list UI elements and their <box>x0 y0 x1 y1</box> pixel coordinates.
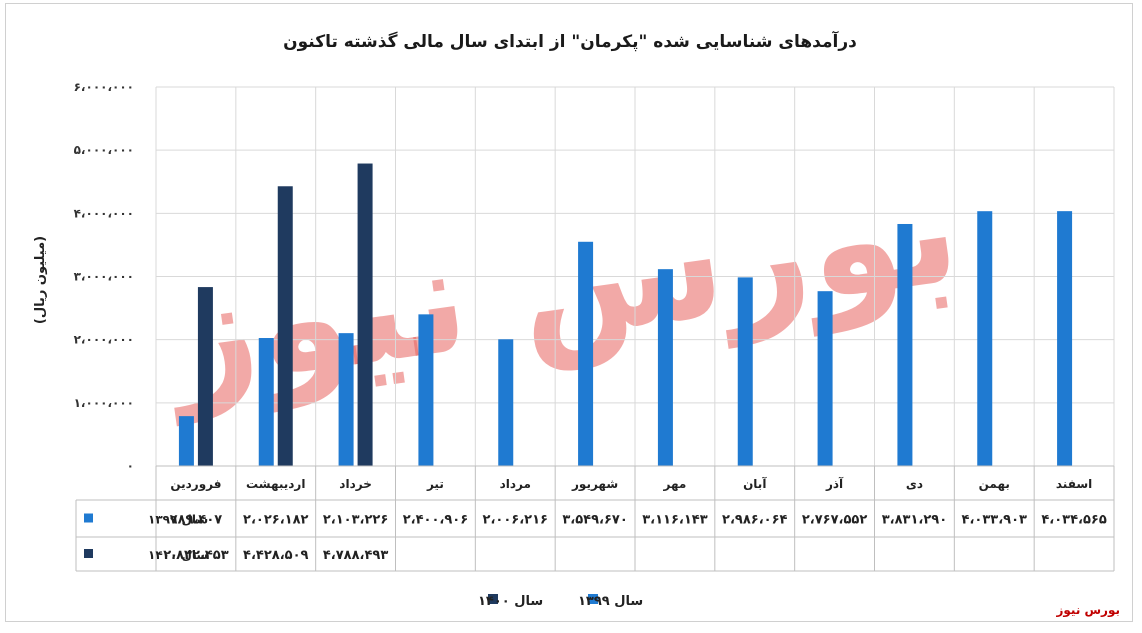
data-label: ۴،۰۳۴،۵۶۵ <box>1041 513 1106 528</box>
chart-frame: بورس نیوز درآمدهای شناسایی شده "پکرمان" … <box>5 3 1133 622</box>
bar-s1-7 <box>737 277 753 466</box>
bar-s1-5 <box>578 241 594 466</box>
data-table: فروردین اردیبهشت خرداد تیر مرداد شهریور مهر آبا… <box>75 465 1115 572</box>
bar-s1-3 <box>418 314 434 466</box>
x-tick-label: تیر <box>426 477 444 491</box>
bar-s2-0 <box>197 287 213 466</box>
y-axis-label: (میلیون ریال) <box>33 236 48 324</box>
x-tick-label: شهریور <box>571 477 618 492</box>
legend-key-2 <box>488 594 498 604</box>
y-tick-label: ۳،۰۰۰،۰۰۰ <box>74 270 134 284</box>
legend: سال ۱۳۹۹ سال ۱۴۰۰ <box>478 594 643 609</box>
data-label: ۲،۰۰۶،۲۱۶ <box>483 513 548 528</box>
gridlines <box>155 86 1115 467</box>
legend-entry: سال ۱۴۰۰ <box>478 594 543 609</box>
x-tick-label: اسفند <box>1056 477 1092 491</box>
y-tick-label: ۲،۰۰۰،۰۰۰ <box>74 333 134 347</box>
data-label: ۳،۸۳۱،۲۹۰ <box>882 513 947 528</box>
x-tick-label: دی <box>906 477 923 491</box>
x-tick-label: بهمن <box>979 477 1010 491</box>
y-tick-label: ۵،۰۰۰،۰۰۰ <box>74 143 134 157</box>
y-tick-label: ۰ <box>127 459 134 473</box>
data-label: ۲،۸۳۲،۴۵۳ <box>163 548 228 563</box>
table-series-key-1 <box>84 513 93 523</box>
bar-s1-9 <box>897 223 913 466</box>
y-tick-label: ۶،۰۰۰،۰۰۰ <box>74 80 134 94</box>
brand-label: بورس نیوز <box>1056 603 1120 617</box>
bar-s1-4 <box>498 339 514 466</box>
bar-s1-8 <box>817 291 833 466</box>
bar-s1-2 <box>338 333 354 466</box>
bar-s1-10 <box>977 211 993 466</box>
bar-s1-6 <box>657 269 673 466</box>
y-axis-ticks: ۰ ۱،۰۰۰،۰۰۰ ۲،۰۰۰،۰۰۰ ۳،۰۰۰،۰۰۰ ۴،۰۰۰،۰۰۰ ۵،۰… <box>74 80 134 473</box>
table-series-label: سال ۱۳۹۹ <box>148 513 208 527</box>
table-series-label: سال ۱۴۰۰ <box>148 548 208 562</box>
bars <box>178 163 1073 466</box>
data-label: ۴،۰۳۳،۹۰۳ <box>962 513 1027 528</box>
x-tick-label: مهر <box>663 477 687 491</box>
data-label: ۲،۱۰۳،۲۲۶ <box>323 513 388 528</box>
chart-title: درآمدهای شناسایی شده "پکرمان" از ابتدای … <box>283 30 857 52</box>
y-tick-label: ۴،۰۰۰،۰۰۰ <box>74 206 134 220</box>
legend-key-1 <box>588 594 598 604</box>
x-tick-label: فروردین <box>170 477 221 492</box>
data-label: ۷۸۹،۴۰۷ <box>170 513 223 528</box>
data-label: ۲،۷۶۷،۵۵۲ <box>802 513 867 528</box>
bar-s1-11 <box>1057 211 1073 466</box>
x-tick-label: خرداد <box>339 477 372 491</box>
data-label: ۳،۱۱۶،۱۴۳ <box>642 513 707 528</box>
x-tick-label: آبان <box>743 476 767 491</box>
x-tick-label: مرداد <box>500 477 531 491</box>
data-label: ۴،۴۲۸،۵۰۹ <box>243 548 308 563</box>
table-series-key-2 <box>84 549 93 558</box>
watermark-text: بورس نیوز <box>152 142 969 427</box>
data-label: ۴،۷۸۸،۴۹۳ <box>323 548 388 563</box>
bar-s2-1 <box>277 186 293 466</box>
bar-chart: بورس نیوز درآمدهای شناسایی شده "پکرمان" … <box>33 30 1115 609</box>
data-label: ۲،۹۸۶،۰۶۴ <box>722 513 787 528</box>
legend-entry: سال ۱۳۹۹ <box>578 594 643 609</box>
bar-s2-2 <box>357 163 373 466</box>
data-label: ۳،۵۴۹،۶۷۰ <box>562 513 627 528</box>
bar-s1-1 <box>258 338 274 466</box>
bar-s1-0 <box>178 416 194 466</box>
x-tick-label: اردیبهشت <box>246 477 305 491</box>
watermark: بورس نیوز <box>152 142 969 427</box>
data-label: ۲،۰۲۶،۱۸۲ <box>243 513 308 528</box>
data-label: ۲،۴۰۰،۹۰۶ <box>403 513 468 528</box>
y-tick-label: ۱،۰۰۰،۰۰۰ <box>74 396 134 410</box>
x-tick-label: آذر <box>825 476 844 491</box>
